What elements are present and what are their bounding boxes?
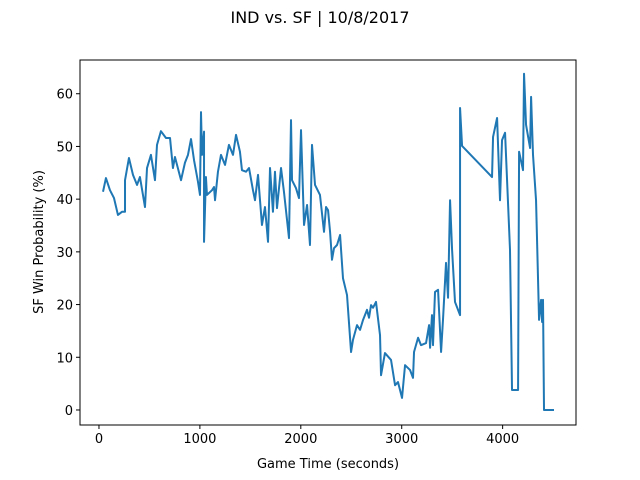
y-tick-label: 10 <box>56 351 73 366</box>
y-axis-label: SF Win Probability (%) <box>32 170 47 314</box>
x-tick-label: 1000 <box>183 432 216 447</box>
y-tick-label: 30 <box>56 246 73 261</box>
data-line <box>102 72 554 411</box>
y-tick-label: 60 <box>56 88 73 103</box>
x-tick-label: 2000 <box>284 432 317 447</box>
y-tick-label: 0 <box>65 404 73 419</box>
x-tick-label: 4000 <box>486 432 519 447</box>
x-tick-label: 0 <box>95 432 103 447</box>
x-axis-label: Game Time (seconds) <box>257 457 399 472</box>
y-tick-label: 40 <box>56 193 73 208</box>
x-tick-label: 3000 <box>385 432 418 447</box>
y-tick-label: 20 <box>56 299 73 314</box>
plot-frame <box>79 59 577 426</box>
chart-title: IND vs. SF | 10/8/2017 <box>230 8 409 27</box>
y-tick-label: 50 <box>56 140 73 155</box>
